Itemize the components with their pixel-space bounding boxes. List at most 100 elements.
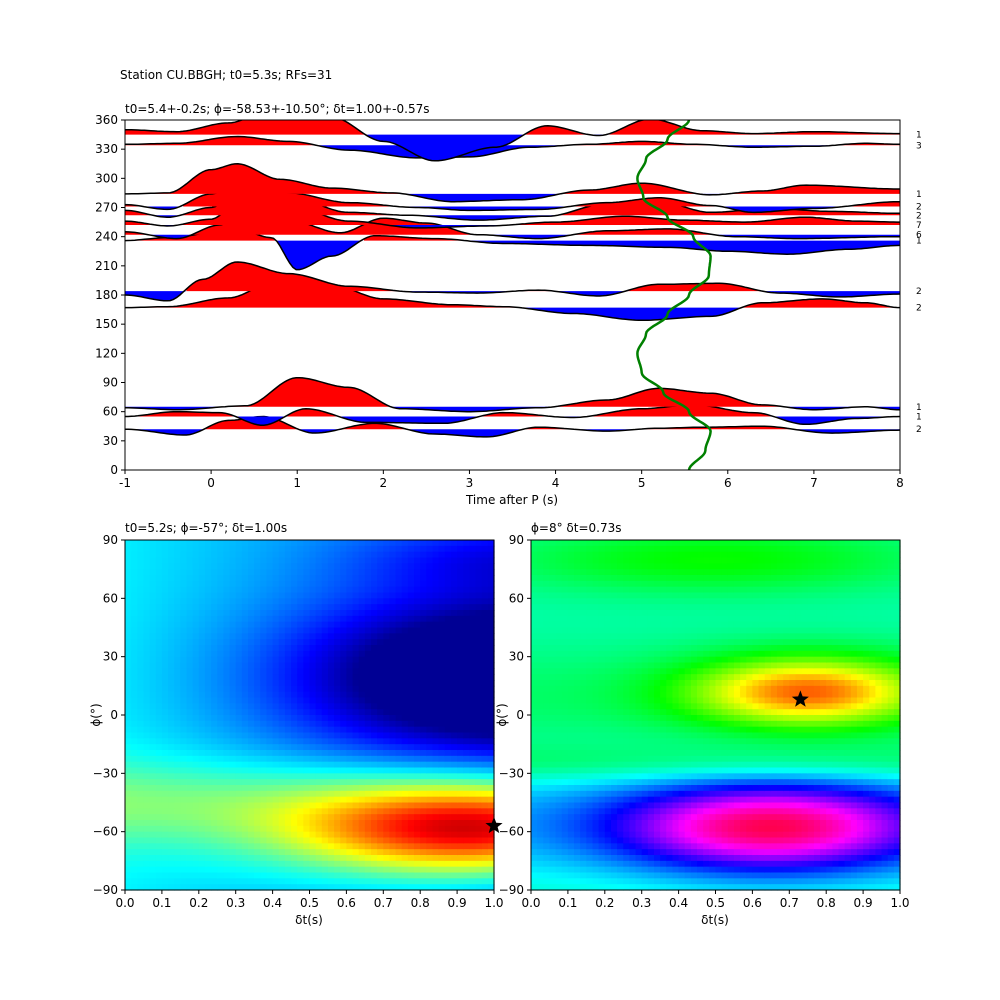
heat-cell bbox=[586, 808, 594, 815]
heat-cell bbox=[137, 557, 145, 564]
heat-cell bbox=[574, 598, 581, 605]
heat-cell bbox=[192, 773, 200, 780]
heat-cell bbox=[635, 872, 643, 879]
heat-cell bbox=[469, 627, 477, 634]
heat-cell bbox=[229, 767, 237, 774]
heat-cell bbox=[223, 855, 231, 862]
heat-cell bbox=[647, 569, 655, 576]
heat-cell bbox=[401, 720, 409, 728]
heat-cell bbox=[278, 691, 286, 699]
heat-cell bbox=[561, 557, 569, 564]
rf-trace-line bbox=[125, 163, 900, 203]
heat-cell bbox=[186, 551, 194, 559]
heat-cell bbox=[395, 825, 403, 833]
heat-cell bbox=[598, 744, 606, 751]
heat-cell bbox=[223, 557, 231, 564]
heat-cell bbox=[198, 773, 206, 780]
heat-cell bbox=[401, 761, 409, 769]
heat-cell bbox=[444, 633, 452, 640]
heat-cell bbox=[610, 627, 618, 634]
heat-cell bbox=[389, 866, 397, 874]
heat-cell bbox=[327, 545, 335, 553]
heat-cell bbox=[241, 790, 249, 798]
heat-cell bbox=[235, 814, 243, 821]
heat-cell bbox=[309, 779, 317, 786]
heat-cell bbox=[623, 545, 630, 553]
heat-cell bbox=[229, 755, 237, 763]
x-tick-label: 0.8 bbox=[411, 896, 430, 910]
heat-cell bbox=[420, 761, 427, 769]
heat-cell bbox=[327, 820, 335, 827]
heat-cell bbox=[241, 633, 249, 640]
heat-cell bbox=[555, 744, 563, 751]
heat-cell bbox=[580, 709, 587, 716]
heat-cell bbox=[241, 645, 249, 652]
heat-cell bbox=[284, 884, 292, 891]
heat-cell bbox=[211, 697, 218, 704]
heat-cell bbox=[223, 720, 231, 728]
heat-cell bbox=[125, 866, 132, 874]
heat-cell bbox=[604, 750, 612, 757]
heat-cell bbox=[604, 790, 612, 798]
heat-cell bbox=[617, 592, 624, 599]
heat-cell bbox=[371, 773, 378, 780]
heat-cell bbox=[364, 680, 372, 687]
heat-cell bbox=[315, 627, 323, 634]
heat-cell bbox=[555, 598, 563, 605]
heat-cell bbox=[531, 621, 538, 629]
heat-cell bbox=[334, 569, 341, 576]
heat-cell bbox=[198, 703, 206, 710]
heat-cell bbox=[241, 615, 249, 623]
heat-cell bbox=[531, 790, 538, 798]
heat-cell bbox=[407, 726, 415, 734]
heat-cell bbox=[260, 750, 268, 757]
heat-cell bbox=[340, 610, 347, 617]
heat-cell bbox=[297, 563, 304, 570]
heat-cell bbox=[248, 843, 255, 850]
heat-cell bbox=[211, 878, 218, 885]
heat-cell bbox=[377, 557, 384, 564]
heat-cell bbox=[438, 551, 446, 559]
heat-cell bbox=[352, 551, 360, 559]
heat-cell bbox=[198, 796, 206, 804]
heat-cell bbox=[426, 557, 434, 564]
heat-cell bbox=[131, 796, 138, 804]
heat-cell bbox=[623, 540, 630, 547]
heat-cell bbox=[531, 808, 538, 815]
heat-cell bbox=[598, 715, 606, 722]
heat-cell bbox=[340, 808, 347, 815]
heat-cell bbox=[204, 685, 212, 693]
heat-cell bbox=[161, 569, 169, 576]
heat-cell bbox=[444, 540, 452, 547]
heat-cell bbox=[297, 732, 304, 739]
heat-cell bbox=[457, 604, 464, 611]
heat-cell bbox=[352, 726, 360, 734]
heat-cell bbox=[592, 785, 600, 792]
heat-cell bbox=[303, 715, 311, 722]
heat-cell bbox=[463, 633, 470, 640]
heat-cell bbox=[131, 855, 138, 862]
heat-cell bbox=[543, 884, 551, 891]
heat-cell bbox=[204, 668, 212, 675]
heat-cell bbox=[291, 639, 298, 646]
heat-cell bbox=[149, 866, 157, 874]
heat-cell bbox=[284, 551, 292, 559]
heat-cell bbox=[555, 650, 563, 658]
heat-cell bbox=[254, 615, 261, 623]
heat-cell bbox=[481, 645, 489, 652]
heat-cell bbox=[272, 697, 280, 704]
heat-cell bbox=[629, 545, 637, 553]
heat-cell bbox=[364, 610, 372, 617]
heat-cell bbox=[549, 697, 557, 704]
heat-cell bbox=[125, 703, 132, 710]
heat-cell bbox=[186, 796, 194, 804]
heat-cell bbox=[567, 779, 575, 786]
heat-cell bbox=[291, 820, 298, 827]
heat-cell bbox=[278, 715, 286, 722]
heat-cell bbox=[561, 703, 569, 710]
heat-cell bbox=[278, 703, 286, 710]
heat-cell bbox=[248, 633, 255, 640]
heat-cell bbox=[641, 802, 649, 809]
heat-cell bbox=[315, 872, 323, 879]
heat-cell bbox=[487, 633, 495, 640]
